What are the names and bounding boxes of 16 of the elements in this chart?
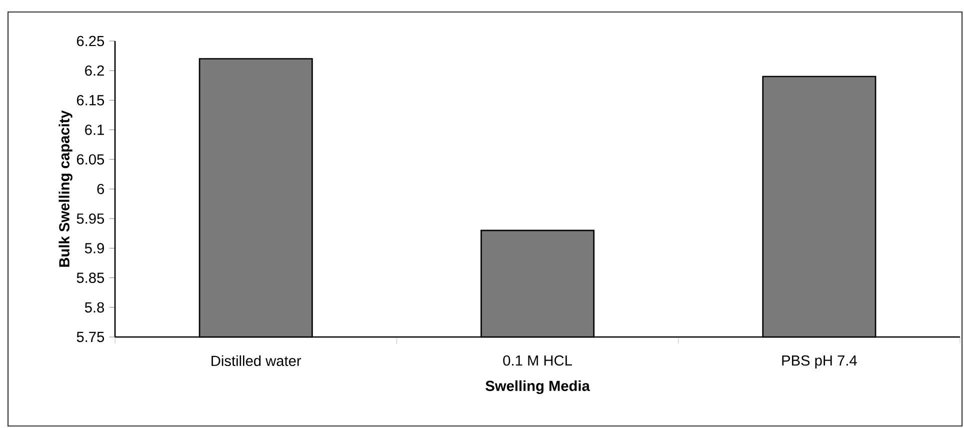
- y-tick-label: 6.2: [85, 65, 104, 76]
- y-tick-label: 6: [97, 184, 104, 194]
- y-tick-label: 5.85: [76, 272, 104, 283]
- y-tick-label: 5.8: [84, 302, 104, 313]
- y-tick-label: 5.95: [76, 213, 104, 224]
- y-tick-label: 6.05: [76, 154, 104, 165]
- x-tick-label: Distilled water: [212, 355, 302, 366]
- y-axis-title: Bulk Swelling capacity: [58, 110, 72, 267]
- y-tick-label: 5.75: [76, 332, 104, 342]
- x-tick-label: 0.1 M HCL: [503, 355, 572, 366]
- y-tick-label: 5.9: [84, 243, 104, 254]
- y-tick-label: 6.1: [85, 124, 104, 135]
- x-axis-title: Swelling Media: [486, 380, 590, 394]
- y-tick-label: 6.15: [76, 95, 104, 106]
- y-tick-label: 6.25: [76, 36, 104, 46]
- x-tick-label: PBS pH 7.4: [782, 355, 857, 369]
